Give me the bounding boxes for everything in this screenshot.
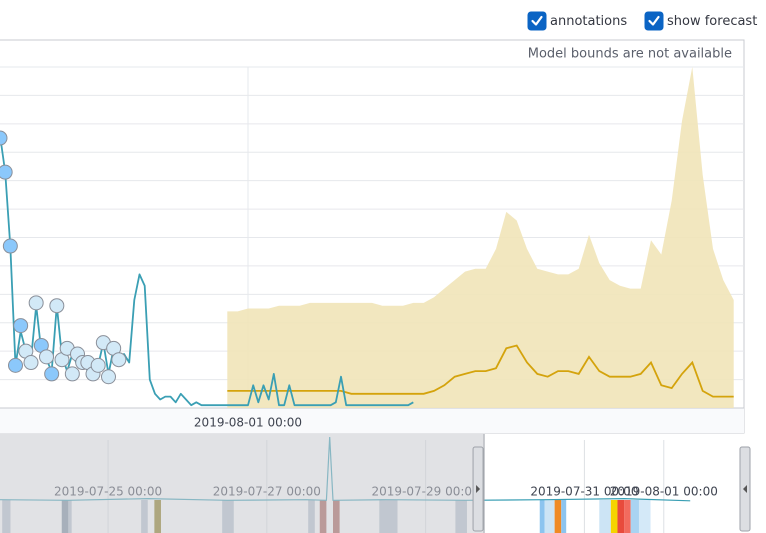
checkbox-label[interactable]: annotations: [550, 14, 627, 29]
anomaly-marker[interactable]: [49, 298, 65, 314]
anomaly-marker[interactable]: [111, 352, 127, 368]
model-bounds-note: Model bounds are not available: [528, 47, 732, 62]
x-axis-band: [0, 408, 744, 433]
anomaly-marker[interactable]: [0, 164, 13, 180]
anomaly-swimlane-cell: [624, 500, 631, 533]
anomaly-marker[interactable]: [8, 357, 23, 373]
anomaly-marker[interactable]: [2, 238, 18, 254]
anomaly-marker[interactable]: [23, 355, 39, 371]
anomaly-swimlane-cell: [617, 500, 625, 533]
anomaly-marker[interactable]: [101, 369, 116, 385]
anomaly-marker[interactable]: [44, 366, 60, 382]
checkbox-check: [531, 15, 543, 26]
anomaly-swimlane-cell: [638, 500, 651, 533]
anomaly-marker[interactable]: [90, 357, 106, 373]
anomaly-swimlane-cell: [599, 500, 611, 533]
anomaly-marker[interactable]: [13, 318, 29, 334]
anomaly-marker[interactable]: [28, 295, 44, 311]
actual-line: [0, 135, 414, 407]
context-tick-label: 2019-08-01 00:00: [610, 485, 718, 499]
x-tick-label: 2019-08-01 00:00: [194, 416, 302, 430]
anomaly-marker[interactable]: [64, 366, 80, 382]
forecast-bounds: [227, 67, 734, 408]
forecast-line: [227, 344, 734, 398]
anomaly-marker[interactable]: [39, 349, 54, 365]
anomaly-swimlane-cell: [539, 500, 545, 533]
anomaly-swimlane-cell: [554, 500, 562, 533]
checkbox-box[interactable]: [644, 11, 664, 31]
anomaly-swimlane-cell: [630, 500, 639, 533]
anomaly-swimlane-cell: [561, 500, 567, 533]
brush-unselected-left: [0, 434, 485, 533]
brush-handle-arrow: [743, 485, 747, 493]
brush-handle-arrow: [476, 485, 481, 493]
checkbox[interactable]: annotations: [527, 11, 627, 31]
checkbox-check: [648, 15, 660, 26]
anomaly-swimlane-cell: [610, 500, 618, 533]
anomaly-marker[interactable]: [0, 130, 8, 146]
checkbox[interactable]: show forecast: [644, 11, 757, 31]
anomaly-swimlane-cell: [544, 500, 555, 533]
checkbox-box[interactable]: [527, 11, 547, 31]
checkbox-label[interactable]: show forecast: [667, 14, 757, 29]
context-tick-label: 2019-07-31 00:00: [530, 485, 638, 499]
